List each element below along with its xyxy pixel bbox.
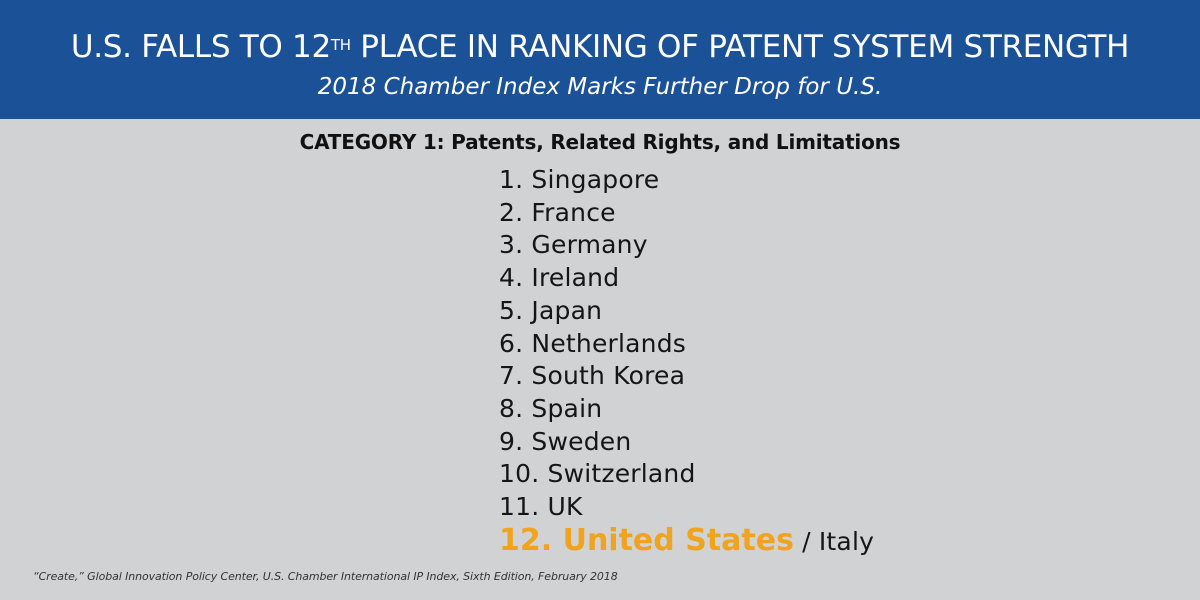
country-name: Japan <box>531 295 603 325</box>
page-subtitle: 2018 Chamber Index Marks Further Drop fo… <box>317 74 883 100</box>
tie-country: / Italy <box>793 526 875 556</box>
country-name: Sweden <box>531 426 632 456</box>
rank-number: 2. <box>499 197 524 227</box>
list-item: 6. Netherlands <box>499 328 874 361</box>
rank-number: 6. <box>499 328 524 358</box>
ranking-list: 1. Singapore 2. France 3. Germany 4. Ire… <box>499 164 874 558</box>
country-name: UK <box>547 492 583 522</box>
list-item: 1. Singapore <box>499 164 874 197</box>
source-footnote: “Create,” Global Innovation Policy Cente… <box>33 570 618 583</box>
title-superscript: TH <box>330 36 351 54</box>
rank-number: 4. <box>499 263 524 293</box>
list-item: 3. Germany <box>499 229 874 262</box>
country-name: South Korea <box>531 361 686 391</box>
rank-number: 9. <box>499 426 524 456</box>
country-name: Spain <box>531 393 603 423</box>
rank-number: 11. <box>499 492 540 522</box>
list-item: 5. Japan <box>499 295 874 328</box>
rank-number: 3. <box>499 230 524 260</box>
country-name: Ireland <box>531 263 620 293</box>
rank-number: 5. <box>499 295 524 325</box>
page-title: U.S. FALLS TO 12TH PLACE IN RANKING OF P… <box>0 28 1200 66</box>
country-name: France <box>531 197 616 227</box>
united-states-rank: 12. United States <box>499 522 794 558</box>
list-item: 9. Sweden <box>499 426 874 459</box>
country-name: Germany <box>531 230 648 260</box>
title-prefix: U.S. FALLS TO 12 <box>70 29 331 65</box>
country-name: Switzerland <box>547 459 696 489</box>
list-item: 8. Spain <box>499 393 874 426</box>
list-item: 11. UK <box>499 491 874 524</box>
rank-number: 10. <box>499 459 540 489</box>
list-item: 7. South Korea <box>499 360 874 393</box>
list-item-highlight-united-states: 12. United States / Italy <box>499 522 875 559</box>
country-name: Netherlands <box>531 328 687 358</box>
category-heading: CATEGORY 1: Patents, Related Rights, and… <box>299 130 901 154</box>
rank-number: 7. <box>499 361 524 391</box>
rank-number: 8. <box>499 393 524 423</box>
list-item: 2. France <box>499 197 874 230</box>
list-item: 4. Ireland <box>499 262 874 295</box>
country-name: Singapore <box>531 165 660 194</box>
header-banner: U.S. FALLS TO 12TH PLACE IN RANKING OF P… <box>0 0 1200 119</box>
list-item: 10. Switzerland <box>499 458 874 491</box>
title-suffix: PLACE IN RANKING OF PATENT SYSTEM STRENG… <box>350 29 1130 65</box>
rank-number: 1. <box>499 165 524 194</box>
